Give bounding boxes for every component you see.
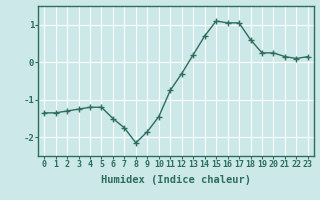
X-axis label: Humidex (Indice chaleur): Humidex (Indice chaleur) [101, 175, 251, 185]
